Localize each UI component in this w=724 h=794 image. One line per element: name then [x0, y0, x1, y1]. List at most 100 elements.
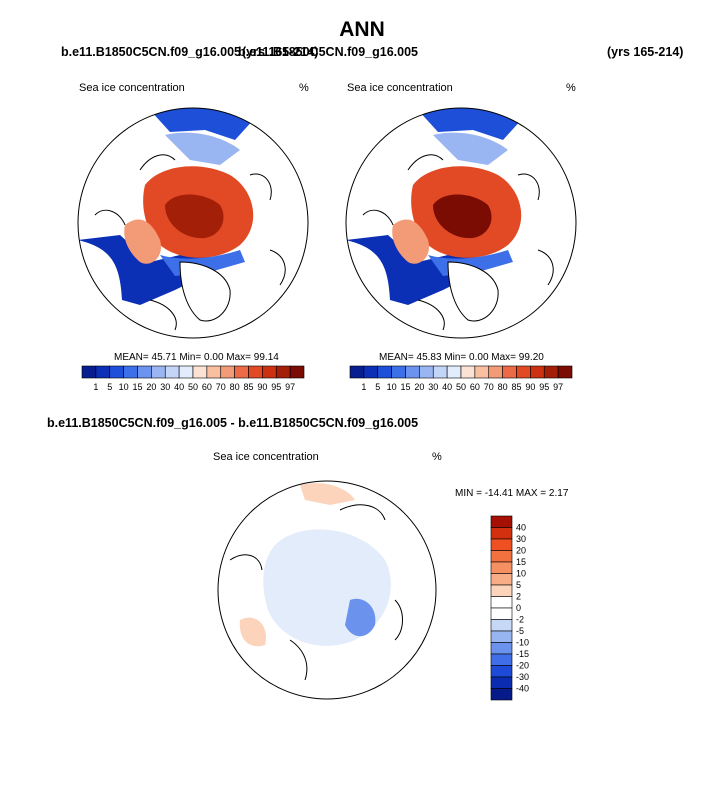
colorbar-box: [248, 365, 263, 379]
panel2-ice-outer: [392, 219, 429, 264]
colorbar-box: [151, 365, 166, 379]
colorbar-box: [95, 365, 111, 379]
colorbar-box: [363, 365, 379, 379]
panel2-border: [345, 107, 577, 339]
colorbar-box: [488, 365, 503, 379]
colorbar-tick-label: -10: [516, 638, 529, 648]
right-years-label: (yrs 165-214): [607, 45, 684, 59]
panel2-ice-core: [433, 194, 492, 239]
colorbar-tick-label: 1: [93, 382, 98, 392]
diff-border: [217, 480, 437, 700]
colorbar-tick-label: 90: [525, 382, 535, 392]
colorbar-box: [490, 676, 513, 689]
colorbar-box: [419, 365, 434, 379]
colorbar-box: [490, 642, 513, 655]
colorbar-box: [490, 630, 513, 643]
colorbar-box: [490, 561, 513, 574]
colorbar-box: [460, 365, 476, 379]
colorbar-box: [474, 365, 490, 379]
colorbar-box: [516, 365, 531, 379]
colorbar-box: [137, 365, 152, 379]
colorbar-tick-label: 40: [442, 382, 452, 392]
colorbar-box: [391, 365, 406, 379]
panel2-atlantic-ice-edge: [346, 235, 478, 305]
panel1-ice-core: [165, 194, 224, 239]
panel2-colorbar: 1 5 10 15 20 30 40 50 60 70 80 85 90 95 97: [349, 365, 573, 392]
colorbar-tick-label: 15: [132, 382, 142, 392]
colorbar-box: [530, 365, 545, 379]
colorbar-tick-label: 10: [516, 569, 526, 579]
colorbar-box: [490, 665, 513, 678]
colorbar-tick-label: 20: [414, 382, 424, 392]
colorbar-box: [405, 365, 420, 379]
colorbar-tick-label: 97: [553, 382, 563, 392]
colorbar-box: [490, 653, 513, 666]
colorbar-tick-label: 2: [516, 592, 521, 602]
colorbar-tick-label: 80: [498, 382, 508, 392]
colorbar-tick-label: -15: [516, 649, 529, 659]
colorbar-tick-label: 40: [516, 523, 526, 533]
panel1-title: Sea ice concentration: [79, 82, 185, 94]
colorbar-tick-label: 0: [516, 603, 521, 613]
colorbar-box: [206, 365, 222, 379]
colorbar-box: [109, 365, 124, 379]
diff-coastline: [229, 504, 403, 681]
diff-map: [218, 481, 436, 699]
colorbar-tick-label: 85: [511, 382, 521, 392]
colorbar-tick-label: 5: [375, 382, 380, 392]
panel2-coastline: [362, 154, 554, 331]
colorbar-box: [192, 365, 208, 379]
colorbar-tick-label: 95: [539, 382, 549, 392]
colorbar-tick-label: 1: [361, 382, 366, 392]
colorbar-box: [349, 365, 365, 379]
panel1-pacific-ice-light: [165, 132, 240, 165]
colorbar-tick-label: 95: [271, 382, 281, 392]
colorbar-box: [490, 688, 513, 701]
colorbar-box: [275, 365, 291, 379]
colorbar-box: [178, 365, 194, 379]
colorbar-tick-label: -40: [516, 684, 529, 694]
panel2-map: [346, 108, 576, 338]
colorbar-tick-label: -2: [516, 615, 524, 625]
diff-blue-patch: [345, 598, 376, 637]
colorbar-tick-label: 70: [484, 382, 494, 392]
panel1-coastline: [94, 154, 286, 331]
colorbar-box: [490, 584, 513, 597]
diff-unit: %: [432, 451, 442, 463]
colorbar-box: [123, 365, 138, 379]
colorbar-tick-label: 20: [516, 546, 526, 556]
colorbar-tick-label: 50: [456, 382, 466, 392]
colorbar-box: [490, 538, 513, 551]
colorbar-box: [377, 365, 392, 379]
colorbar-box: [490, 550, 513, 563]
panel1-atlantic-ice-edge: [78, 235, 210, 305]
colorbar-tick-label: 30: [516, 534, 526, 544]
colorbar-box: [490, 619, 513, 632]
panel1-stats: MEAN= 45.71 Min= 0.00 Max= 99.14: [114, 352, 279, 363]
colorbar-box: [490, 573, 513, 586]
colorbar-tick-label: 15: [516, 557, 526, 567]
panel1-ice-outer: [124, 219, 161, 264]
panel2-stats: MEAN= 45.83 Min= 0.00 Max= 99.20: [379, 352, 544, 363]
panel1-unit: %: [299, 82, 309, 94]
colorbar-tick-label: 20: [146, 382, 156, 392]
colorbar-box: [490, 527, 513, 540]
panel1-map: [78, 108, 308, 338]
colorbar-box: [502, 365, 517, 379]
colorbar-tick-label: -20: [516, 661, 529, 671]
colorbar-box: [81, 365, 97, 379]
colorbar-box: [289, 365, 305, 379]
panel2-title: Sea ice concentration: [347, 82, 453, 94]
left-case-label: b.e11.B1850C5CN.f09_g16.005: [61, 45, 241, 59]
diff-pink-patch-west: [239, 617, 266, 647]
diff-case-label: b.e11.B1850C5CN.f09_g16.005 - b.e11.B185…: [47, 416, 419, 430]
colorbar-tick-label: 10: [387, 382, 397, 392]
colorbar-tick-label: 60: [202, 382, 212, 392]
colorbar-tick-label: 80: [230, 382, 240, 392]
colorbar-tick-label: 5: [107, 382, 112, 392]
colorbar-tick-label: -5: [516, 626, 524, 636]
panel2-unit: %: [566, 82, 576, 94]
colorbar-box: [446, 365, 462, 379]
colorbar-box: [490, 607, 513, 620]
